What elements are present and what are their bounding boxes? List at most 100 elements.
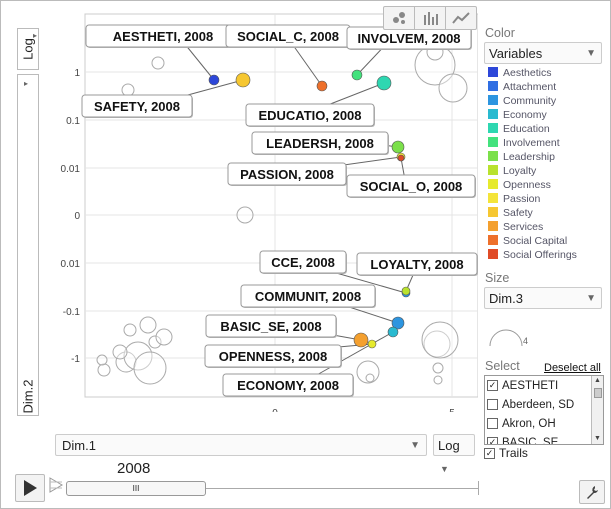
chart-type-toggle[interactable] [383,6,477,30]
legend-item[interactable]: Safety [488,207,533,219]
selected-bubble[interactable] [367,339,377,349]
background-bubble[interactable] [121,83,135,97]
background-bubble[interactable] [96,354,108,366]
settings-wrench-icon[interactable] [579,480,605,504]
x-scale-selector[interactable]: Log ▼ [433,434,475,474]
background-bubble[interactable] [423,330,451,358]
scroll-down-icon[interactable]: ▼ [594,435,601,442]
y-axis-selector[interactable]: ▸ Dim.2 [17,74,39,416]
size-dropdown[interactable]: Dim.3 ▼ [484,287,602,309]
select-item[interactable]: Akron, OH [487,414,603,433]
background-bubble[interactable] [151,56,165,70]
legend-item[interactable]: Social Capital [488,235,567,247]
select-checkbox[interactable] [487,418,498,429]
legend-item[interactable]: Economy [488,109,547,121]
bar-chart-icon[interactable] [415,7,446,29]
settings-panel: Color Variables ▼ Aesthetics Attachment Co… [484,0,610,509]
chevron-down-icon: ▼ [586,48,596,59]
bubble-callout[interactable]: SOCIAL_O, 2008 [346,174,476,198]
legend-label: Social Capital [503,235,568,247]
bubble-callout[interactable]: LOYALTY, 2008 [356,252,478,276]
y-tick-label: -0.1 [63,307,81,318]
select-item-label: Akron, OH [502,417,556,430]
background-bubble[interactable] [433,375,443,385]
trails-checkbox[interactable]: ✓ [484,447,495,459]
legend-item[interactable]: Aesthetics [488,67,551,79]
selected-bubble[interactable] [387,326,399,338]
legend-item[interactable]: Involvement [488,137,560,149]
legend-item[interactable]: Leadership [488,151,555,163]
background-bubble[interactable] [155,328,173,346]
callout-label: INVOLVEM, 2008 [357,31,460,46]
selected-bubble[interactable] [391,140,405,154]
select-checkbox[interactable] [487,399,498,410]
select-item[interactable]: ✓ AESTHETI [487,376,603,395]
bubble-callout[interactable]: LEADERSH, 2008 [251,131,389,155]
bubble-callout[interactable]: SAFETY, 2008 [81,94,193,118]
trails-toggle[interactable]: ✓ Trails [484,446,528,460]
legend-item[interactable]: Community [488,95,556,107]
background-bubble[interactable] [97,363,111,377]
background-bubble[interactable] [133,351,167,385]
legend-swatch [488,109,498,119]
background-bubble[interactable] [112,344,128,360]
background-bubble[interactable] [421,321,459,359]
selected-bubble[interactable] [351,69,363,81]
bubble-callout[interactable]: COMMUNIT, 2008 [240,284,376,308]
legend-item[interactable]: Social Offerings [488,249,577,261]
selected-bubble[interactable] [401,286,411,296]
legend-label: Passion [503,193,541,205]
selected-bubble[interactable] [208,74,220,86]
background-bubble[interactable] [365,373,375,383]
select-item[interactable]: Aberdeen, SD [487,395,603,414]
bubble-chart-icon[interactable] [384,7,415,29]
background-bubble[interactable] [115,351,137,373]
x-axis-selector[interactable]: Dim.1 ▼ [55,434,427,456]
legend-item[interactable]: Loyalty [488,165,536,177]
background-bubble[interactable] [438,73,468,103]
color-dropdown[interactable]: Variables ▼ [484,42,602,64]
selected-bubble[interactable] [397,154,405,162]
bubble-callout[interactable]: BASIC_SE, 2008 [205,314,337,338]
line-chart-icon[interactable] [446,7,476,29]
y-scale-selector[interactable]: ▸ Log [17,28,39,70]
legend-item[interactable]: Attachment [488,81,556,93]
bubble-callout[interactable]: ECONOMY, 2008 [222,373,354,397]
selected-bubble[interactable] [353,332,369,348]
play-button[interactable] [15,474,45,502]
select-scrollbar[interactable]: ▲ ▼ [591,376,603,444]
select-list[interactable]: ✓ AESTHETI Aberdeen, SD Akron, OH ✓ BASIC_SE … [484,375,604,445]
legend-item[interactable]: Education [488,123,550,135]
time-slider-track[interactable] [66,488,478,489]
selected-bubble[interactable] [376,75,392,91]
bubble-callout[interactable]: CCE, 2008 [259,250,347,274]
callout-label: CCE, 2008 [271,255,335,270]
selected-bubble[interactable] [235,72,251,88]
background-bubble[interactable] [123,341,153,371]
background-bubble[interactable] [123,323,137,337]
deselect-all-link[interactable]: Deselect all [544,362,601,374]
bubble-chart[interactable]: 1 0.1 0.01 0 -0.01 -0.1 -1 0 5 AESTHETI, 2008 SAF… [60,0,478,412]
select-checkbox[interactable]: ✓ [487,380,498,391]
x-tick-label: 0 [272,408,278,412]
selected-bubble[interactable] [316,80,328,92]
scroll-up-icon[interactable]: ▲ [594,377,601,384]
selected-bubble[interactable] [391,316,405,330]
legend-item[interactable]: Services [488,221,543,233]
background-bubble[interactable] [432,362,444,374]
bubble-callout[interactable]: OPENNESS, 2008 [204,344,342,368]
bubble-callout[interactable]: EDUCATIO, 2008 [245,103,375,127]
speed-control-icon[interactable] [48,476,64,494]
time-slider-thumb[interactable]: III [66,481,206,496]
select-checkbox[interactable]: ✓ [487,437,498,444]
background-bubble[interactable] [148,335,162,349]
background-bubble[interactable] [139,316,157,334]
bubble-callout[interactable]: INVOLVEM, 2008 [346,26,472,50]
legend-item[interactable]: Openness [488,179,551,191]
bubble-callout[interactable]: PASSION, 2008 [227,162,347,186]
legend-item[interactable]: Passion [488,193,540,205]
bubble-callout[interactable]: SOCIAL_C, 2008 [225,24,351,48]
background-bubble[interactable] [236,206,254,224]
bubble-callout[interactable]: AESTHETI, 2008 [85,24,241,48]
select-item[interactable]: ✓ BASIC_SE [487,433,603,444]
